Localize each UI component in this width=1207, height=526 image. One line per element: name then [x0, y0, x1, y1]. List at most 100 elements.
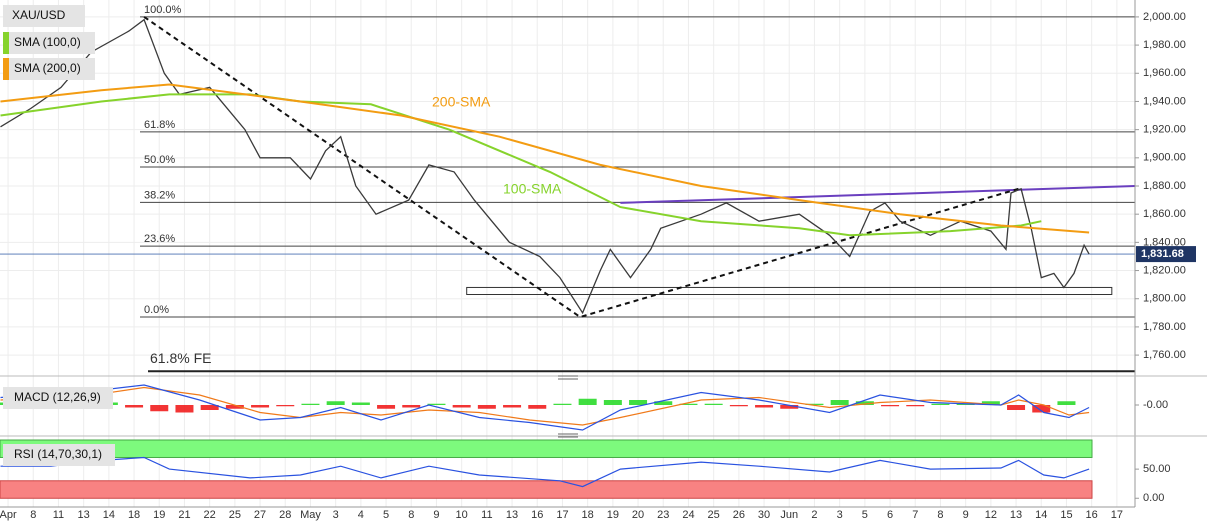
- fib-label: 100.0%: [144, 4, 182, 16]
- x-tick-label: 25: [708, 509, 720, 521]
- y-tick-label: 1,780.00: [1143, 321, 1186, 333]
- y-tick-label: 1,980.00: [1143, 39, 1186, 51]
- macd-histogram-bar: [553, 403, 572, 405]
- fib-label: 0.0%: [144, 304, 169, 316]
- x-tick-label: 12: [985, 509, 997, 521]
- macd-histogram-bar: [377, 405, 396, 409]
- macd-label: MACD (12,26,9): [14, 390, 101, 404]
- series-line: [0, 83, 1090, 234]
- x-tick-label: 14: [103, 509, 115, 521]
- x-tick-label: 22: [204, 509, 216, 521]
- y-tick-label: 1,800.00: [1143, 293, 1186, 305]
- x-tick-label: Apr: [0, 509, 17, 521]
- y-tick-label: 1,920.00: [1143, 124, 1186, 136]
- macd-histogram-bar: [251, 405, 270, 408]
- x-tick-label: 21: [178, 509, 190, 521]
- x-tick-label: 10: [456, 509, 468, 521]
- legend-box: [3, 444, 115, 466]
- macd-line: [0, 384, 1090, 431]
- annotation: 100-SMA: [503, 181, 562, 197]
- x-tick-label: 28: [279, 509, 291, 521]
- y-tick-label: 1,880.00: [1143, 180, 1186, 192]
- x-tick-label: 11: [481, 509, 492, 521]
- overbought-zone: [0, 439, 1093, 458]
- x-tick-label: 18: [128, 509, 140, 521]
- macd-histogram-bar: [503, 405, 522, 408]
- fib-label: 38.2%: [144, 189, 175, 201]
- y-tick-label: -0.00: [1143, 399, 1168, 411]
- legend-label: SMA (200,0): [14, 61, 81, 75]
- x-tick-label: 9: [963, 509, 969, 521]
- macd-histogram-bar: [729, 405, 748, 407]
- macd-histogram-bar: [452, 405, 471, 408]
- macd-histogram-bar: [1007, 405, 1026, 410]
- macd-histogram-bar: [351, 402, 370, 405]
- annotation: 200-SMA: [432, 94, 491, 110]
- x-tick-label: 11: [53, 509, 64, 521]
- y-tick-label: 1,960.00: [1143, 67, 1186, 79]
- macd-histogram-bar: [175, 405, 194, 413]
- x-tick-label: 8: [408, 509, 414, 521]
- macd-histogram-bar: [805, 403, 824, 405]
- y-tick-label: 1,840.00: [1143, 236, 1186, 248]
- fe-label: 61.8% FE: [150, 350, 211, 366]
- y-tick-label: 1,760.00: [1143, 349, 1186, 361]
- fib-label: 23.6%: [144, 233, 175, 245]
- macd-histogram-bar: [1057, 401, 1076, 405]
- x-tick-label: 19: [153, 509, 165, 521]
- resize-handle[interactable]: [558, 375, 578, 380]
- x-tick-label: 5: [383, 509, 389, 521]
- macd-signal-line: [0, 386, 1090, 426]
- macd-histogram-bar: [956, 403, 975, 405]
- y-tick-label: 1,860.00: [1143, 208, 1186, 220]
- rsi-line: [0, 456, 1090, 488]
- legend-label: SMA (100,0): [14, 35, 81, 49]
- y-tick-label: 0.00: [1143, 492, 1164, 504]
- x-tick-label: 15: [1060, 509, 1072, 521]
- resize-handle[interactable]: [558, 433, 578, 438]
- x-tick-label: 24: [682, 509, 694, 521]
- macd-histogram-bar: [402, 405, 421, 408]
- y-tick-label: 2,000.00: [1143, 11, 1186, 23]
- macd-histogram-bar: [881, 405, 900, 407]
- macd-histogram-bar: [578, 398, 597, 405]
- macd-histogram-bar: [679, 403, 698, 405]
- x-tick-label: 14: [1035, 509, 1047, 521]
- x-tick-label: 8: [30, 509, 36, 521]
- x-tick-label: 9: [433, 509, 439, 521]
- legend-swatch: [3, 58, 9, 80]
- fib-label: 50.0%: [144, 154, 175, 166]
- macd-histogram-bar: [780, 405, 799, 409]
- legend-box: [3, 32, 95, 54]
- macd-histogram-bar: [427, 403, 446, 405]
- macd-histogram-bar: [704, 403, 723, 405]
- macd-histogram-bar: [855, 401, 874, 405]
- macd-histogram-bar: [981, 401, 1000, 405]
- fib-label: 61.8%: [144, 119, 175, 131]
- x-tick-label: 16: [531, 509, 543, 521]
- x-tick-label: 13: [506, 509, 518, 521]
- macd-histogram-bar: [1032, 405, 1051, 413]
- rsi-label: RSI (14,70,30,1): [14, 447, 102, 461]
- x-tick-label: 7: [912, 509, 918, 521]
- series-line: [0, 18, 1090, 315]
- macd-histogram-bar: [200, 405, 219, 410]
- x-tick-label: 5: [862, 509, 868, 521]
- legend-box: [3, 387, 113, 409]
- macd-histogram-bar: [225, 405, 244, 409]
- macd-histogram-bar: [301, 403, 320, 405]
- legend-swatch: [3, 32, 9, 54]
- x-tick-label: 2: [811, 509, 817, 521]
- x-tick-label: 16: [1086, 509, 1098, 521]
- x-tick-label: 3: [837, 509, 843, 521]
- x-tick-label: May: [300, 509, 321, 521]
- series-line: [0, 93, 1042, 237]
- macd-histogram-bar: [477, 405, 496, 409]
- x-tick-label: 6: [887, 509, 893, 521]
- x-tick-label: 20: [632, 509, 644, 521]
- x-tick-label: 19: [607, 509, 619, 521]
- y-tick-label: 1,900.00: [1143, 152, 1186, 164]
- trend-line: [620, 185, 1136, 204]
- x-tick-label: 13: [78, 509, 90, 521]
